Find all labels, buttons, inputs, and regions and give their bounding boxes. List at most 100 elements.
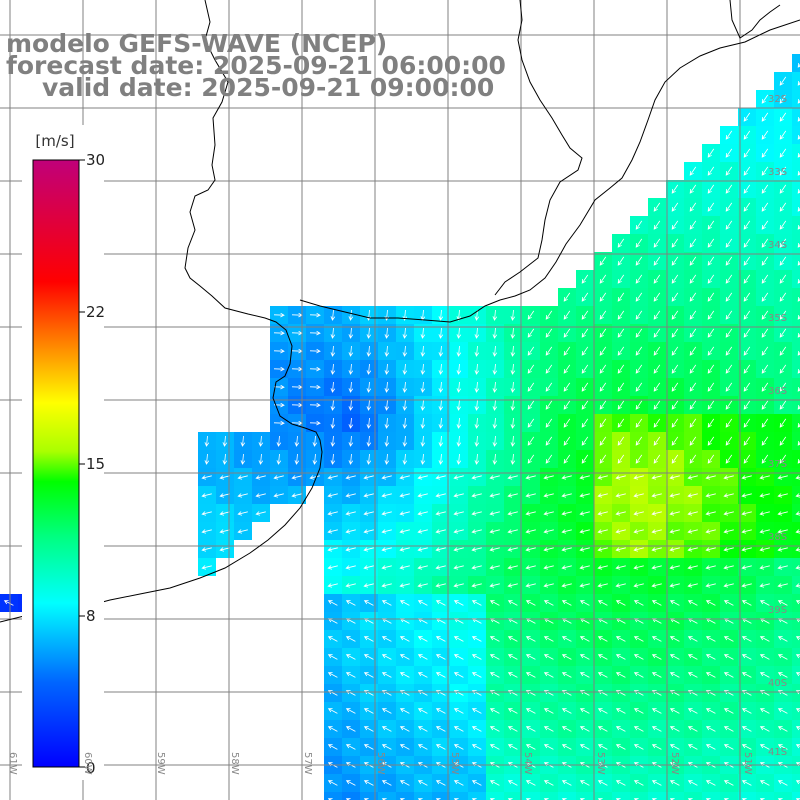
wind-arrow <box>381 511 392 516</box>
wind-arrow <box>651 547 662 552</box>
wind-arrow <box>725 274 733 284</box>
wind-arrow <box>653 328 661 338</box>
wind-arrow <box>597 744 608 750</box>
wind-arrow <box>525 493 536 498</box>
colorbar-tick-label: 22 <box>86 303 106 321</box>
wind-arrow <box>597 475 608 480</box>
wind-arrow <box>363 744 374 750</box>
wind-arrow <box>456 381 462 393</box>
wind-arrow <box>525 780 536 786</box>
wind-arrow <box>599 310 607 320</box>
wind-arrow <box>489 690 500 696</box>
wind-arrow <box>507 529 518 534</box>
wind-arrow <box>759 744 770 750</box>
wind-arrow <box>705 600 716 606</box>
wind-speed-cell <box>792 270 800 288</box>
wind-speed-cell <box>792 396 800 414</box>
wind-arrow <box>797 153 800 158</box>
latitude-label: 34S <box>768 240 788 251</box>
wind-arrow <box>761 292 769 302</box>
wind-arrow <box>563 364 571 374</box>
wind-arrow <box>597 583 608 588</box>
wind-arrow <box>345 798 351 800</box>
wind-speed-cell <box>792 522 800 540</box>
wind-arrow <box>687 798 693 800</box>
wind-arrow <box>741 475 752 480</box>
wind-arrow <box>453 744 464 750</box>
wind-arrow <box>777 708 788 714</box>
wind-arrow <box>651 600 662 606</box>
wind-arrow <box>453 565 464 570</box>
wind-arrow <box>345 600 356 606</box>
wind-arrow <box>492 381 498 393</box>
colorbar-unit-label: [m/s] <box>35 132 75 150</box>
wind-arrow <box>725 454 733 464</box>
latitude-label: 37S <box>768 459 788 470</box>
wind-arrow <box>707 148 715 158</box>
wind-arrow <box>563 418 571 428</box>
wind-arrow <box>599 364 607 374</box>
wind-arrow <box>453 726 464 732</box>
wind-arrow <box>453 636 464 642</box>
wind-arrow <box>597 600 608 606</box>
wind-arrow <box>237 493 248 498</box>
wind-arrow <box>507 636 518 642</box>
wind-arrow <box>363 511 374 516</box>
wind-arrow <box>384 399 390 411</box>
wind-arrow <box>779 274 787 284</box>
wind-arrow <box>399 744 410 750</box>
wind-arrow <box>201 547 212 552</box>
wind-arrow <box>561 475 572 480</box>
wind-speed-cell <box>792 450 800 468</box>
wind-arrow <box>543 636 554 642</box>
longitude-label: 54W <box>522 752 533 775</box>
wind-arrow <box>777 565 788 570</box>
wind-arrow <box>453 547 464 552</box>
wind-arrow <box>651 690 662 696</box>
wind-arrow <box>743 346 751 356</box>
wind-arrow <box>492 327 498 339</box>
wind-arrow <box>779 220 787 230</box>
wind-speed-cell <box>360 792 378 800</box>
wind-arrow <box>435 583 446 588</box>
wind-arrow <box>725 436 733 446</box>
wind-arrow <box>402 453 408 465</box>
wind-arrow <box>525 690 536 696</box>
wind-arrow <box>689 328 697 338</box>
wind-arrow <box>273 348 285 354</box>
wind-arrow <box>581 346 589 356</box>
wind-arrow <box>795 726 800 731</box>
wind-arrow <box>579 547 590 552</box>
wind-speed-cell <box>792 720 800 738</box>
wind-arrow <box>563 436 571 446</box>
wind-arrow <box>795 600 800 605</box>
wind-arrow <box>635 454 643 464</box>
wind-arrow <box>777 475 788 480</box>
wind-arrow <box>453 654 464 660</box>
wind-arrow <box>743 454 751 464</box>
wind-arrow <box>617 310 625 320</box>
wind-arrow <box>615 708 626 714</box>
wind-arrow <box>671 454 679 464</box>
wind-arrow <box>561 583 572 588</box>
wind-arrow <box>653 220 661 230</box>
wind-arrow <box>741 726 752 732</box>
wind-arrow <box>561 547 572 552</box>
wind-speed-cell <box>684 792 702 800</box>
wind-arrow <box>741 583 752 588</box>
wind-arrow <box>725 220 733 230</box>
wind-speed-cell <box>666 792 684 800</box>
wind-arrow <box>420 381 426 393</box>
wind-arrow <box>653 454 661 464</box>
wind-arrow <box>366 345 372 357</box>
wind-arrow <box>330 363 336 375</box>
wind-arrow <box>435 636 446 642</box>
wind-speed-cell <box>792 54 800 72</box>
wind-arrow <box>399 547 410 552</box>
wind-arrow <box>633 475 644 480</box>
wind-speed-cell <box>792 594 800 612</box>
wind-arrow <box>723 636 734 642</box>
wind-arrow <box>669 511 680 516</box>
wind-arrow <box>489 600 500 606</box>
wind-arrow <box>599 454 607 464</box>
